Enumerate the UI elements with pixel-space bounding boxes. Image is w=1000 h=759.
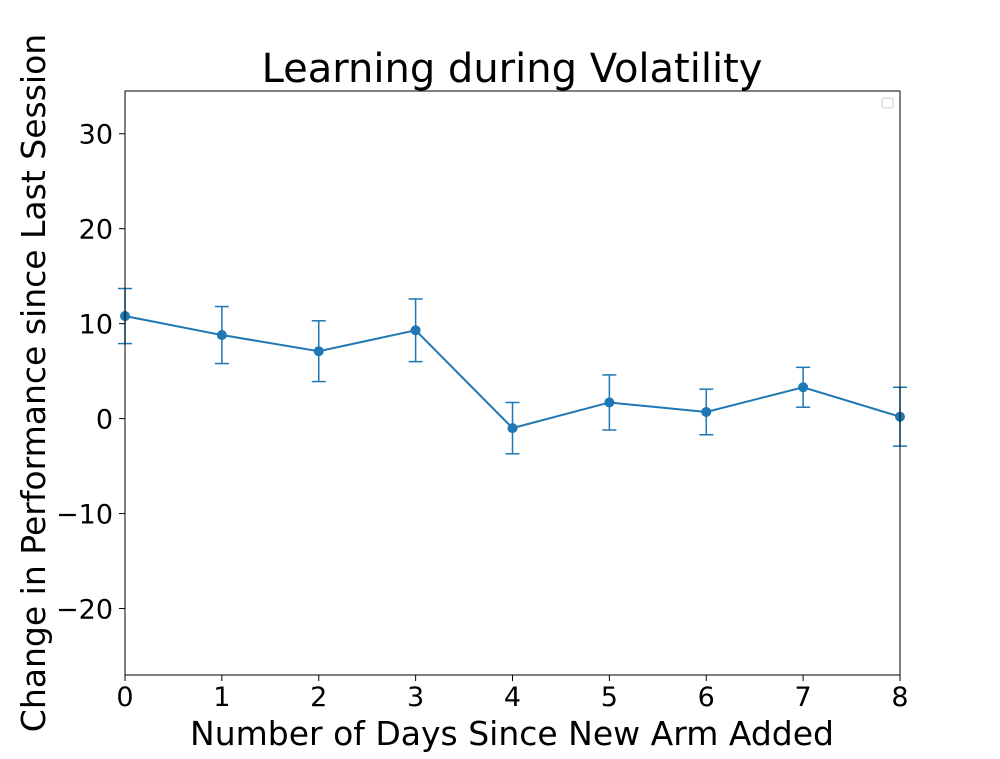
x-axis-label: Number of Days Since New Arm Added (190, 714, 834, 753)
x-tick-label: 1 (213, 682, 230, 713)
data-point (216, 330, 227, 341)
y-tick-label: −10 (56, 500, 113, 531)
data-point (798, 382, 809, 393)
y-tick-label: 0 (96, 405, 113, 436)
x-tick-label: 2 (310, 682, 327, 713)
x-tick-label: 4 (504, 682, 521, 713)
x-tick-label: 0 (116, 682, 133, 713)
data-point (507, 423, 518, 434)
y-tick-label: −20 (56, 595, 113, 626)
x-tick-label: 8 (891, 682, 908, 713)
plot-frame (124, 90, 901, 676)
y-tick-label: 30 (79, 120, 113, 151)
x-tick-label: 6 (698, 682, 715, 713)
x-tick-label: 3 (407, 682, 424, 713)
data-point (410, 325, 421, 336)
data-point (701, 406, 712, 417)
y-tick-label: 10 (79, 310, 113, 341)
y-tick-label: 20 (79, 215, 113, 246)
x-axis: 0 1 2 3 4 5 6 7 8 (116, 675, 909, 713)
legend-box (881, 97, 894, 109)
data-point (604, 397, 615, 408)
x-tick-label: 5 (601, 682, 618, 713)
y-axis: −20 −10 0 10 20 30 (56, 120, 125, 626)
y-axis-label: Change in Performance since Last Session (14, 34, 53, 732)
chart-title: Learning during Volatility (262, 46, 763, 92)
data-point (313, 346, 324, 357)
x-tick-label: 7 (795, 682, 812, 713)
plot-area (118, 287, 907, 455)
